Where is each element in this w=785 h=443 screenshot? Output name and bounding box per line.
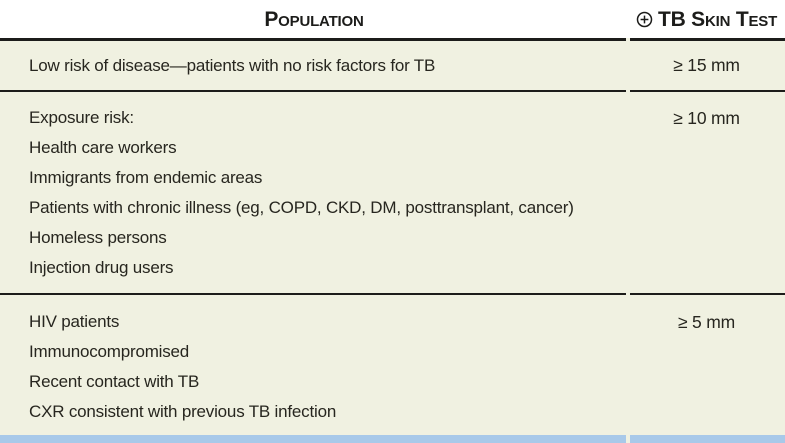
column-gap	[626, 293, 630, 295]
result-value-high-risk: ≥ 5 mm	[677, 311, 736, 332]
column-gap	[626, 38, 630, 41]
row-divider-rule	[0, 293, 785, 295]
population-header-label: Population	[264, 7, 364, 31]
table-body-background	[0, 41, 785, 435]
table-header: Population TB Skin Test	[0, 0, 785, 38]
row-divider-rule	[0, 90, 785, 92]
tb-skin-test-header-label: TB Skin Test	[657, 7, 778, 31]
row-line: Immunocompromised	[29, 342, 190, 361]
row-line: Recent contact with TB	[29, 372, 200, 391]
column-header-population: Population	[0, 0, 628, 38]
row-line: Injection drug users	[29, 258, 174, 277]
row-line: Exposure risk:	[29, 108, 134, 127]
circled-plus-icon	[636, 11, 653, 28]
table-row-exposure-risk: Exposure risk: Health care workers Immig…	[0, 92, 628, 293]
row-line: Low risk of disease—patients with no ris…	[29, 55, 436, 75]
column-gap	[626, 90, 630, 92]
table-row-high-risk: HIV patients Immunocompromised Recent co…	[0, 297, 628, 435]
column-gap	[626, 435, 630, 443]
result-value-low-risk: ≥ 15 mm	[673, 55, 740, 75]
footer-accent-bar	[0, 435, 785, 443]
row-line: Patients with chronic illness (eg, COPD,…	[29, 198, 574, 217]
row-line: Homeless persons	[29, 228, 167, 247]
row-line: HIV patients	[29, 312, 120, 331]
table-row-low-risk: Low risk of disease—patients with no ris…	[0, 41, 628, 90]
row-line: Immigrants from endemic areas	[29, 168, 263, 187]
result-value-exposure-risk: ≥ 10 mm	[673, 107, 740, 128]
row-line: CXR consistent with previous TB infectio…	[29, 402, 337, 421]
header-divider-rule	[0, 38, 785, 41]
column-header-tb-skin-test: TB Skin Test	[628, 0, 785, 38]
row-line: Health care workers	[29, 138, 177, 157]
